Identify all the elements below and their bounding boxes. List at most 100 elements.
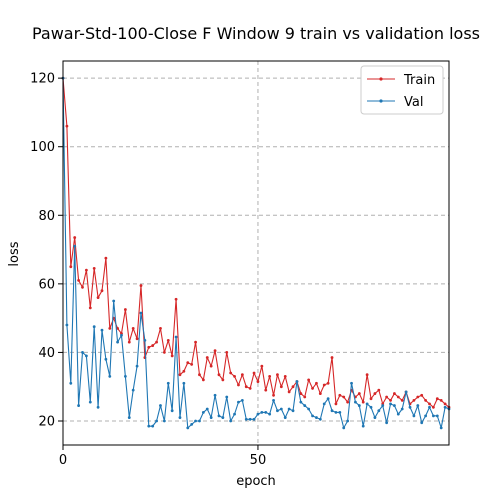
data-point-val: [264, 411, 268, 414]
x-tick-label: 50: [250, 453, 267, 468]
data-point-val: [443, 405, 447, 409]
data-point-val: [307, 407, 311, 411]
series-val: [61, 76, 451, 430]
data-point-val: [77, 404, 80, 407]
data-point-val: [365, 402, 369, 406]
legend-label-train: Train: [403, 73, 435, 88]
data-point-val: [237, 400, 240, 404]
data-point-val: [252, 417, 256, 421]
data-point-val: [116, 340, 119, 344]
data-point-val: [381, 404, 385, 407]
data-point-val: [162, 419, 166, 423]
y-tick-label: 20: [38, 415, 55, 430]
data-point-train: [318, 392, 322, 395]
data-point-val: [194, 419, 197, 423]
data-point-val: [147, 424, 151, 428]
data-point-val: [221, 416, 225, 419]
data-point-train: [147, 345, 151, 349]
data-point-val: [295, 380, 299, 383]
data-point-val: [400, 407, 404, 411]
data-point-val: [424, 414, 428, 418]
data-point-val: [213, 393, 217, 397]
data-point-val: [412, 414, 416, 418]
data-point-train: [194, 340, 197, 344]
data-point-train: [393, 392, 396, 395]
data-point-val: [389, 402, 392, 406]
data-point-train: [361, 400, 365, 404]
data-point-val: [205, 407, 209, 411]
data-point-val: [120, 333, 123, 337]
data-point-val: [198, 419, 201, 423]
data-point-val: [217, 414, 221, 418]
legend-item-train: Train: [367, 73, 435, 88]
data-point-val: [315, 416, 318, 419]
data-point-train: [432, 405, 435, 409]
legend-marker-train: [379, 77, 383, 81]
data-point-val: [69, 381, 73, 385]
data-point-val: [151, 424, 155, 428]
grid: [62, 61, 449, 445]
data-point-train: [213, 349, 217, 353]
data-point-train: [155, 340, 158, 344]
data-point-val: [326, 397, 330, 401]
data-point-train: [369, 397, 373, 401]
data-point-val: [131, 388, 135, 392]
data-point-val: [127, 416, 131, 419]
data-point-val: [385, 421, 389, 425]
data-point-val: [404, 390, 408, 394]
data-point-train: [346, 400, 350, 404]
data-point-train: [435, 397, 439, 401]
data-point-val: [143, 339, 147, 342]
y-axis-label: loss: [7, 241, 22, 266]
data-point-val: [155, 419, 158, 423]
data-point-val: [174, 335, 178, 339]
data-point-train: [264, 388, 268, 392]
data-point-train: [96, 296, 100, 299]
data-point-train: [283, 375, 287, 378]
data-point-val: [112, 299, 116, 303]
data-point-val: [100, 328, 104, 332]
data-point-train: [123, 308, 127, 311]
data-point-val: [334, 411, 338, 414]
data-point-train: [311, 387, 314, 390]
data-point-train: [303, 395, 307, 399]
data-point-train: [373, 392, 377, 395]
data-point-val: [272, 399, 275, 402]
data-point-train: [299, 392, 303, 395]
data-point-train: [260, 364, 264, 368]
y-tick-label: 120: [30, 72, 55, 87]
legend-marker-val: [379, 99, 383, 103]
legend: Train Val: [360, 65, 444, 115]
data-point-train: [424, 399, 428, 402]
series-train: [61, 76, 451, 409]
x-tick-label: 0: [59, 453, 67, 468]
data-point-train: [127, 340, 131, 344]
plot-border: [62, 60, 450, 446]
data-point-val: [350, 381, 353, 385]
data-point-val: [84, 354, 88, 358]
data-point-val: [346, 419, 350, 423]
data-point-val: [420, 421, 424, 425]
data-point-val: [432, 414, 435, 418]
data-point-train: [69, 265, 73, 269]
data-point-train: [237, 383, 240, 387]
data-point-val: [178, 416, 182, 419]
data-point-train: [385, 395, 389, 399]
data-point-val: [435, 414, 439, 418]
data-point-train: [178, 373, 182, 377]
data-point-train: [291, 385, 295, 389]
data-point-val: [190, 423, 194, 426]
data-point-val: [311, 414, 314, 418]
data-point-val: [166, 381, 170, 385]
legend-item-val: Val: [367, 95, 423, 110]
data-point-train: [276, 373, 279, 377]
data-point-val: [229, 419, 233, 423]
data-point-val: [248, 417, 252, 421]
data-point-val: [240, 399, 244, 402]
data-point-val: [73, 244, 77, 248]
data-point-train: [240, 373, 244, 377]
y-tick-label: 60: [38, 277, 55, 292]
data-point-val: [393, 404, 396, 407]
data-point-val: [256, 412, 260, 416]
data-point-train: [77, 279, 80, 282]
